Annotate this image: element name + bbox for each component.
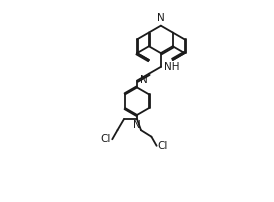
Text: N: N <box>157 13 165 23</box>
Text: N: N <box>140 75 148 85</box>
Text: Cl: Cl <box>158 141 168 151</box>
Text: Cl: Cl <box>100 134 111 144</box>
Text: N: N <box>133 120 141 130</box>
Text: NH: NH <box>164 62 180 72</box>
